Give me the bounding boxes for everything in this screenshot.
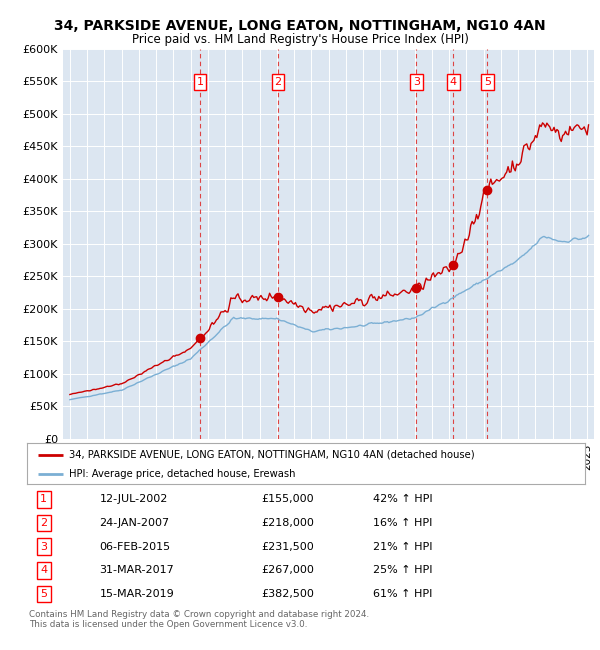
Text: Contains HM Land Registry data © Crown copyright and database right 2024.: Contains HM Land Registry data © Crown c… <box>29 610 369 619</box>
Text: 16% ↑ HPI: 16% ↑ HPI <box>373 518 433 528</box>
Text: 61% ↑ HPI: 61% ↑ HPI <box>373 589 433 599</box>
Text: 15-MAR-2019: 15-MAR-2019 <box>100 589 174 599</box>
Text: 3: 3 <box>413 77 420 87</box>
Text: £382,500: £382,500 <box>262 589 314 599</box>
Text: This data is licensed under the Open Government Licence v3.0.: This data is licensed under the Open Gov… <box>29 620 307 629</box>
Text: HPI: Average price, detached house, Erewash: HPI: Average price, detached house, Erew… <box>69 469 295 479</box>
Text: Price paid vs. HM Land Registry's House Price Index (HPI): Price paid vs. HM Land Registry's House … <box>131 32 469 46</box>
Text: £155,000: £155,000 <box>262 495 314 504</box>
Text: £231,500: £231,500 <box>262 541 314 552</box>
Text: 12-JUL-2002: 12-JUL-2002 <box>100 495 168 504</box>
Text: 2: 2 <box>274 77 281 87</box>
Text: 25% ↑ HPI: 25% ↑ HPI <box>373 566 433 575</box>
Text: 42% ↑ HPI: 42% ↑ HPI <box>373 495 433 504</box>
Text: 3: 3 <box>40 541 47 552</box>
Text: 34, PARKSIDE AVENUE, LONG EATON, NOTTINGHAM, NG10 4AN (detached house): 34, PARKSIDE AVENUE, LONG EATON, NOTTING… <box>69 450 475 460</box>
Text: 21% ↑ HPI: 21% ↑ HPI <box>373 541 433 552</box>
Text: 1: 1 <box>40 495 47 504</box>
Text: 5: 5 <box>40 589 47 599</box>
Text: 34, PARKSIDE AVENUE, LONG EATON, NOTTINGHAM, NG10 4AN: 34, PARKSIDE AVENUE, LONG EATON, NOTTING… <box>54 20 546 34</box>
Text: 06-FEB-2015: 06-FEB-2015 <box>100 541 170 552</box>
Text: £267,000: £267,000 <box>262 566 314 575</box>
Text: 31-MAR-2017: 31-MAR-2017 <box>100 566 174 575</box>
Text: 5: 5 <box>484 77 491 87</box>
Text: 4: 4 <box>40 566 47 575</box>
Text: 4: 4 <box>450 77 457 87</box>
Text: 2: 2 <box>40 518 47 528</box>
Text: £218,000: £218,000 <box>262 518 314 528</box>
Text: 1: 1 <box>196 77 203 87</box>
Text: 24-JAN-2007: 24-JAN-2007 <box>100 518 170 528</box>
